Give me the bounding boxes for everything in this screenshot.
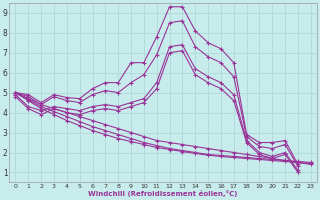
- X-axis label: Windchill (Refroidissement éolien,°C): Windchill (Refroidissement éolien,°C): [88, 190, 238, 197]
